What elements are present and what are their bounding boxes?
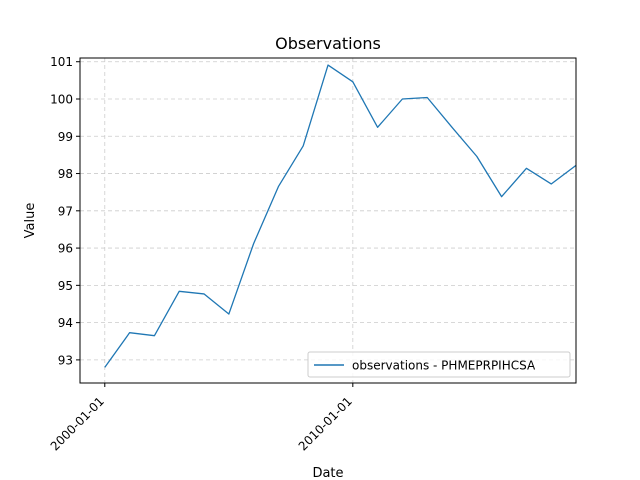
- y-tick-label: 93: [58, 353, 73, 367]
- legend-label: observations - PHMEPRPIHCSA: [352, 359, 536, 373]
- x-axis-label: Date: [312, 466, 343, 480]
- legend: observations - PHMEPRPIHCSA: [307, 351, 571, 378]
- plot-frame: [79, 57, 577, 384]
- y-tick-label: 98: [58, 167, 73, 181]
- chart-title: Observations: [275, 34, 381, 53]
- y-tick-label: 96: [58, 242, 73, 256]
- y-tick-label: 99: [58, 130, 73, 144]
- y-tick-label: 100: [50, 92, 73, 106]
- y-axis-label: Value: [23, 203, 38, 239]
- y-tick-label: 97: [58, 204, 73, 218]
- legend-box: [307, 351, 571, 378]
- series-layer: [104, 64, 577, 368]
- y-tick-label: 95: [58, 279, 73, 293]
- y-tick-label: 101: [50, 55, 73, 69]
- series-line-0: [104, 64, 577, 368]
- y-tick-label: 94: [58, 316, 73, 330]
